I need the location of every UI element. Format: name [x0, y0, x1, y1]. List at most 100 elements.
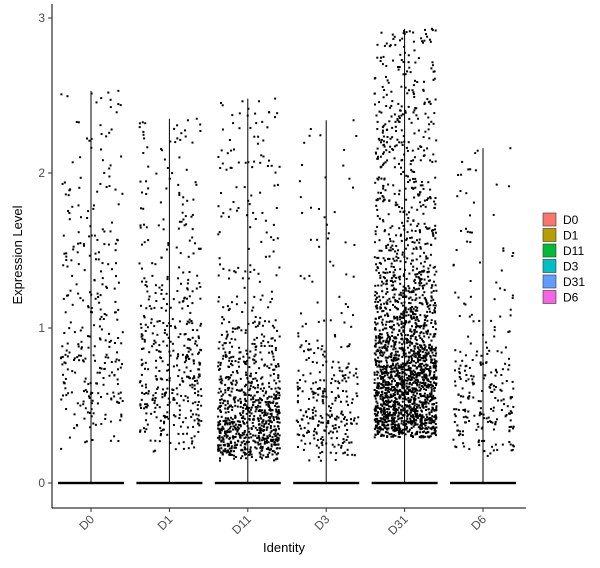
data-point	[346, 429, 349, 431]
x-tick-label: D31	[385, 512, 411, 538]
data-point	[253, 268, 256, 271]
data-point	[425, 364, 428, 367]
data-point	[299, 409, 302, 412]
data-point	[224, 351, 227, 354]
data-point	[398, 426, 401, 429]
data-point	[277, 405, 280, 408]
data-point	[435, 352, 438, 355]
data-point	[139, 226, 142, 229]
data-point	[394, 280, 397, 283]
data-point	[139, 430, 142, 433]
data-point	[422, 368, 425, 371]
data-point	[425, 405, 428, 408]
data-point	[316, 301, 319, 304]
data-point	[422, 212, 425, 215]
data-point	[431, 160, 434, 163]
data-point	[383, 145, 386, 148]
data-point	[429, 381, 432, 383]
data-point	[317, 320, 320, 323]
data-point	[454, 291, 457, 294]
data-point	[325, 360, 328, 363]
data-point	[236, 327, 239, 330]
data-point	[231, 422, 234, 425]
data-point	[147, 298, 150, 301]
data-point	[412, 313, 415, 316]
data-point	[155, 366, 158, 369]
data-point	[271, 450, 274, 453]
data-point	[393, 315, 396, 318]
data-point	[402, 296, 405, 298]
data-point	[378, 239, 381, 242]
data-point	[379, 307, 382, 310]
data-point	[235, 388, 238, 391]
data-point	[248, 356, 251, 359]
data-point	[155, 300, 158, 302]
data-point	[329, 451, 332, 454]
data-point	[248, 451, 251, 453]
data-point	[251, 166, 254, 169]
data-point	[406, 220, 409, 223]
data-point	[271, 345, 274, 348]
data-point	[271, 436, 274, 439]
data-point	[432, 335, 435, 338]
data-point	[189, 338, 192, 341]
data-point	[426, 368, 428, 370]
data-point	[384, 161, 387, 164]
data-point	[248, 453, 251, 456]
data-point	[374, 294, 377, 297]
data-point	[412, 393, 415, 396]
data-point	[434, 307, 436, 310]
data-point	[500, 409, 503, 411]
data-point	[376, 406, 379, 409]
data-point	[91, 311, 93, 314]
data-point	[415, 288, 418, 291]
data-point	[391, 136, 394, 139]
data-point	[185, 323, 188, 325]
data-point	[65, 252, 68, 255]
data-point	[435, 401, 438, 404]
data-point	[197, 352, 200, 355]
data-point	[248, 394, 251, 396]
data-point	[458, 434, 461, 437]
data-point	[303, 277, 306, 280]
data-point	[387, 413, 390, 415]
data-point	[156, 320, 159, 323]
data-point	[307, 357, 310, 360]
data-point	[428, 392, 431, 395]
data-point	[402, 285, 405, 288]
data-point	[408, 89, 410, 92]
data-point	[161, 396, 164, 399]
data-point	[392, 257, 395, 260]
data-point	[309, 442, 312, 445]
data-point	[232, 355, 235, 358]
data-point	[396, 372, 399, 375]
data-point	[229, 425, 232, 428]
data-point	[376, 411, 379, 414]
data-point	[394, 145, 396, 148]
data-point	[375, 391, 378, 394]
data-point	[413, 132, 416, 135]
data-point	[167, 417, 170, 420]
data-point	[501, 382, 504, 385]
data-point	[459, 350, 462, 353]
data-point	[274, 171, 277, 174]
data-point	[395, 427, 398, 430]
data-point	[409, 417, 412, 420]
data-point	[167, 368, 170, 371]
data-point	[392, 284, 395, 287]
data-point	[468, 391, 471, 394]
data-point	[434, 418, 437, 421]
data-point	[501, 368, 504, 371]
data-point	[141, 391, 144, 394]
data-point	[397, 115, 400, 118]
data-point	[345, 390, 348, 393]
data-point	[217, 427, 220, 430]
data-point	[258, 429, 261, 432]
data-point	[390, 414, 393, 417]
data-point	[157, 386, 160, 389]
data-point	[177, 353, 180, 356]
data-point	[425, 330, 428, 333]
data-point	[262, 139, 265, 142]
data-point	[457, 296, 460, 299]
data-point	[403, 255, 406, 258]
